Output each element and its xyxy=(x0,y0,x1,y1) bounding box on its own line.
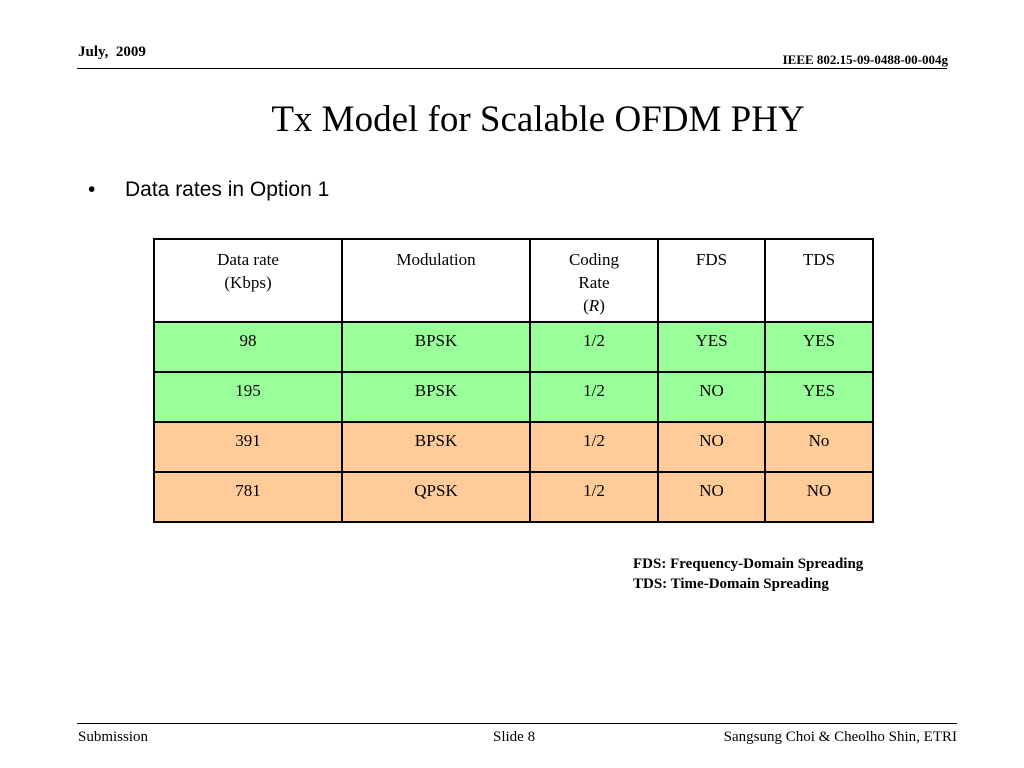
data-rates-table: Data rate (Kbps) Modulation Coding Rate … xyxy=(153,238,874,523)
cell-coding: 1/2 xyxy=(529,421,659,473)
cell-coding: 1/2 xyxy=(529,471,659,523)
footer-slide-number: Slide 8 xyxy=(493,729,536,745)
header-fds: FDS xyxy=(657,238,766,323)
cell-fds: YES xyxy=(657,321,766,373)
table-header-row: Data rate (Kbps) Modulation Coding Rate … xyxy=(153,238,874,323)
cell-rate: 391 xyxy=(153,421,343,473)
header-doc-id: IEEE 802.15-09-0488-00-004g xyxy=(782,52,948,67)
header-coding-paren-open: ( xyxy=(583,296,589,315)
bullet-text: Data rates in Option 1 xyxy=(125,178,330,201)
header-date: July, 2009 xyxy=(78,44,146,60)
table-row: 391 BPSK 1/2 NO No xyxy=(153,421,874,473)
cell-fds: NO xyxy=(657,421,766,473)
cell-modulation: QPSK xyxy=(341,471,531,523)
header-coding-line2: Rate xyxy=(578,273,610,292)
cell-fds: NO xyxy=(657,371,766,423)
footer-authors: Sangsung Choi & Cheolho Shin, ETRI xyxy=(723,729,957,745)
table-row: 781 QPSK 1/2 NO NO xyxy=(153,471,874,523)
abbreviation-legend: FDS: Frequency-Domain Spreading TDS: Tim… xyxy=(633,554,863,594)
cell-modulation: BPSK xyxy=(341,421,531,473)
bullet-icon: • xyxy=(88,178,96,201)
cell-coding: 1/2 xyxy=(529,321,659,373)
header-divider xyxy=(77,68,947,69)
cell-modulation: BPSK xyxy=(341,371,531,423)
legend-fds: FDS: Frequency-Domain Spreading xyxy=(633,556,864,572)
cell-rate: 195 xyxy=(153,371,343,423)
table-row: 195 BPSK 1/2 NO YES xyxy=(153,371,874,423)
table-row: 98 BPSK 1/2 YES YES xyxy=(153,321,874,373)
cell-tds: YES xyxy=(764,371,874,423)
footer-divider xyxy=(77,723,957,724)
cell-rate: 781 xyxy=(153,471,343,523)
header-coding-symbol: R xyxy=(588,296,600,315)
slide-title: Tx Model for Scalable OFDM PHY xyxy=(271,99,805,140)
header-coding-line1: Coding xyxy=(568,250,620,269)
header-coding-rate: Coding Rate (R) xyxy=(529,238,659,323)
header-data-rate: Data rate (Kbps) xyxy=(153,238,343,323)
header-tds: TDS xyxy=(764,238,874,323)
header-data-rate-line2: (Kbps) xyxy=(224,273,272,292)
bullet-item: • Data rates in Option 1 xyxy=(88,178,329,202)
cell-fds: NO xyxy=(657,471,766,523)
header-modulation: Modulation xyxy=(341,238,531,323)
footer-submission: Submission xyxy=(78,729,149,745)
header-coding-paren-close: ) xyxy=(599,296,605,315)
cell-tds: No xyxy=(764,421,874,473)
cell-rate: 98 xyxy=(153,321,343,373)
cell-tds: YES xyxy=(764,321,874,373)
legend-tds: TDS: Time-Domain Spreading xyxy=(633,576,829,592)
header-data-rate-line1: Data rate xyxy=(217,250,279,269)
cell-tds: NO xyxy=(764,471,874,523)
cell-modulation: BPSK xyxy=(341,321,531,373)
cell-coding: 1/2 xyxy=(529,371,659,423)
